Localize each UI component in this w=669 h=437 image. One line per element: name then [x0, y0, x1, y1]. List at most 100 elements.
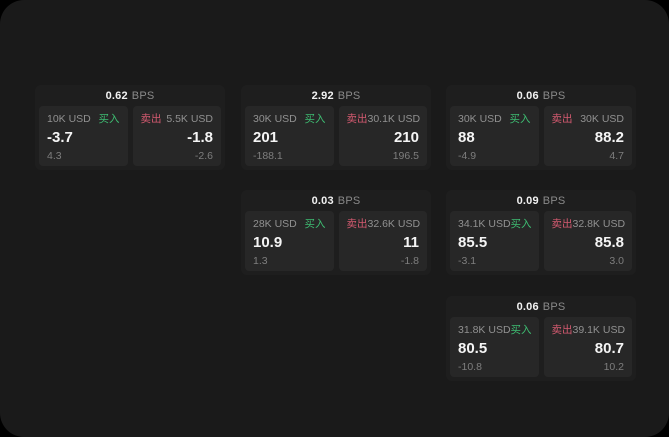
bps-unit-label: BPS: [542, 89, 566, 102]
buy-delta: -4.9: [458, 150, 477, 162]
bps-unit-label: BPS: [337, 194, 361, 207]
bps-value: 0.03: [311, 194, 334, 207]
buy-notional: 30K USD: [458, 112, 502, 125]
buy-panel-top: 30K USD 买入: [458, 111, 531, 126]
quote-panels: 10K USD 买入 -3.7 4.3 卖出 5.5K USD -1.8 -2.…: [35, 106, 225, 170]
sell-panel-top: 卖出 5.5K USD: [141, 111, 214, 126]
sell-notional: 32.8K USD: [572, 217, 626, 230]
bps-value: 0.06: [516, 300, 539, 313]
bps-header: 0.62 BPS: [35, 85, 225, 106]
sell-panel[interactable]: 卖出 39.1K USD 80.7 10.2: [543, 317, 632, 377]
quote-card: 0.09 BPS 34.1K USD 买入 85.5 -3.1 卖出 32.8K…: [446, 190, 636, 275]
quote-panels: 30K USD 买入 88 -4.9 卖出 30K USD 88.2 4.7: [446, 106, 636, 170]
sell-tag: 卖出: [346, 218, 368, 230]
quote-panels: 30K USD 买入 201 -188.1 卖出 30.1K USD 210 1…: [241, 106, 431, 170]
sell-delta: -2.6: [194, 150, 213, 162]
buy-price: 85.5: [458, 233, 488, 251]
bps-header: 0.06 BPS: [446, 296, 636, 317]
sell-delta: 4.7: [609, 150, 624, 162]
sell-notional: 30K USD: [580, 112, 624, 125]
bps-unit-label: BPS: [337, 89, 361, 102]
sell-price: -1.8: [187, 128, 213, 146]
sell-panel[interactable]: 卖出 5.5K USD -1.8 -2.6: [132, 106, 221, 166]
sell-tag: 卖出: [551, 113, 573, 125]
sell-tag: 卖出: [551, 324, 573, 336]
buy-tag: 买入: [304, 218, 326, 230]
buy-price: -3.7: [47, 128, 73, 146]
sell-panel-top: 卖出 30.1K USD: [346, 111, 421, 126]
quote-card: 0.03 BPS 28K USD 买入 10.9 1.3 卖出 32.6K US…: [241, 190, 431, 275]
quote-panels: 31.8K USD 买入 80.5 -10.8 卖出 39.1K USD 80.…: [446, 317, 636, 381]
sell-panel[interactable]: 卖出 30K USD 88.2 4.7: [543, 106, 632, 166]
buy-panel-top: 31.8K USD 买入: [458, 322, 532, 337]
buy-panel[interactable]: 34.1K USD 买入 85.5 -3.1: [450, 211, 539, 271]
sell-price: 80.7: [594, 339, 624, 357]
sell-notional: 32.6K USD: [367, 217, 421, 230]
buy-panel-top: 34.1K USD 买入: [458, 216, 532, 231]
sell-tag: 卖出: [346, 113, 368, 125]
quote-card: 2.92 BPS 30K USD 买入 201 -188.1 卖出 30.1K …: [241, 85, 431, 170]
buy-panel[interactable]: 31.8K USD 买入 80.5 -10.8: [450, 317, 539, 377]
sell-price: 85.8: [594, 233, 624, 251]
bps-header: 0.06 BPS: [446, 85, 636, 106]
sell-delta: 10.2: [603, 361, 624, 373]
bps-header: 0.09 BPS: [446, 190, 636, 211]
buy-delta: 4.3: [47, 150, 62, 162]
bps-unit-label: BPS: [542, 300, 566, 313]
buy-delta: -10.8: [458, 361, 482, 373]
buy-price: 88: [458, 128, 475, 146]
buy-notional: 28K USD: [253, 217, 297, 230]
bps-unit-label: BPS: [131, 89, 155, 102]
bps-value: 0.09: [516, 194, 539, 207]
sell-delta: 196.5: [392, 150, 419, 162]
buy-tag: 买入: [510, 324, 532, 336]
bps-value: 2.92: [311, 89, 334, 102]
sell-panel-top: 卖出 32.8K USD: [551, 216, 626, 231]
buy-panel-top: 28K USD 买入: [253, 216, 326, 231]
buy-price: 201: [253, 128, 279, 146]
sell-delta: -1.8: [400, 255, 419, 267]
sell-price: 210: [393, 128, 419, 146]
sell-panel[interactable]: 卖出 30.1K USD 210 196.5: [338, 106, 427, 166]
bps-header: 0.03 BPS: [241, 190, 431, 211]
quote-card: 0.62 BPS 10K USD 买入 -3.7 4.3 卖出 5.5K USD…: [35, 85, 225, 170]
buy-delta: -188.1: [253, 150, 283, 162]
buy-delta: 1.3: [253, 255, 268, 267]
sell-panel[interactable]: 卖出 32.6K USD 11 -1.8: [338, 211, 427, 271]
sell-notional: 39.1K USD: [572, 323, 626, 336]
sell-price: 88.2: [594, 128, 624, 146]
sell-panel-top: 卖出 32.6K USD: [346, 216, 421, 231]
buy-notional: 34.1K USD: [458, 217, 511, 230]
sell-panel-top: 卖出 39.1K USD: [551, 322, 626, 337]
buy-panel[interactable]: 10K USD 买入 -3.7 4.3: [39, 106, 128, 166]
buy-price: 10.9: [253, 233, 283, 251]
quote-card: 0.06 BPS 31.8K USD 买入 80.5 -10.8 卖出 39.1…: [446, 296, 636, 381]
sell-tag: 卖出: [140, 113, 162, 125]
buy-panel[interactable]: 30K USD 买入 88 -4.9: [450, 106, 539, 166]
bps-header: 2.92 BPS: [241, 85, 431, 106]
buy-tag: 买入: [304, 113, 326, 125]
buy-delta: -3.1: [458, 255, 477, 267]
sell-notional: 30.1K USD: [367, 112, 421, 125]
quote-panels: 34.1K USD 买入 85.5 -3.1 卖出 32.8K USD 85.8…: [446, 211, 636, 275]
sell-panel[interactable]: 卖出 32.8K USD 85.8 3.0: [543, 211, 632, 271]
sell-tag: 卖出: [551, 218, 573, 230]
buy-notional: 31.8K USD: [458, 323, 511, 336]
bps-unit-label: BPS: [542, 194, 566, 207]
bps-value: 0.06: [516, 89, 539, 102]
buy-panel[interactable]: 28K USD 买入 10.9 1.3: [245, 211, 334, 271]
buy-panel[interactable]: 30K USD 买入 201 -188.1: [245, 106, 334, 166]
buy-tag: 买入: [509, 113, 531, 125]
bps-value: 0.62: [105, 89, 128, 102]
buy-price: 80.5: [458, 339, 488, 357]
sell-price: 11: [403, 233, 419, 251]
quote-panels: 28K USD 买入 10.9 1.3 卖出 32.6K USD 11 -1.8: [241, 211, 431, 275]
quote-card: 0.06 BPS 30K USD 买入 88 -4.9 卖出 30K USD 8…: [446, 85, 636, 170]
buy-notional: 30K USD: [253, 112, 297, 125]
buy-tag: 买入: [510, 218, 532, 230]
buy-panel-top: 30K USD 买入: [253, 111, 326, 126]
sell-panel-top: 卖出 30K USD: [552, 111, 625, 126]
buy-notional: 10K USD: [47, 112, 91, 125]
sell-notional: 5.5K USD: [166, 112, 213, 125]
